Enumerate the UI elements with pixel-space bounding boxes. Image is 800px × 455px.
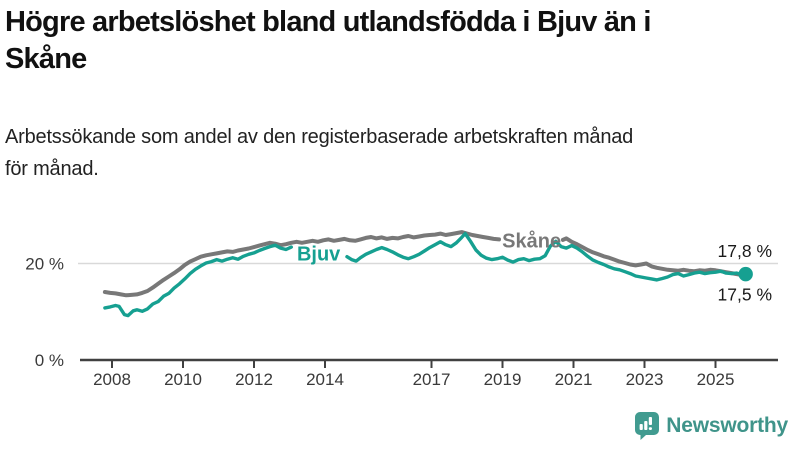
bar-chart-speech-bubble-icon [635, 412, 660, 440]
chart-subtitle-line1: Arbetssökande som andel av den registerb… [5, 126, 634, 148]
x-tick-label-2023: 2023 [626, 370, 664, 389]
x-tick-label-2008: 2008 [93, 370, 131, 389]
series-label-skåne: Skåne [502, 229, 561, 252]
newsworthy-logo: Newsworthy [635, 410, 788, 442]
x-tick-label-2012: 2012 [235, 370, 273, 389]
x-tick-label-2021: 2021 [555, 370, 593, 389]
x-tick-label-2010: 2010 [164, 370, 202, 389]
chart-subtitle-line2: för månad. [5, 158, 99, 180]
end-value-label-bjuv: 17,8 % [718, 241, 772, 261]
y-tick-label-20: 20 % [25, 255, 64, 274]
page-title: Högre arbetslöshet bland utlandsfödda i … [5, 4, 793, 78]
series-end-dot-bjuv [738, 266, 753, 282]
series-label-bjuv: Bjuv [297, 243, 341, 265]
series-line-skåne-0 [102, 230, 501, 298]
newsworthy-logo-text: Newsworthy [666, 414, 788, 437]
x-tick-label-2017: 2017 [413, 370, 451, 389]
x-tick-label-2014: 2014 [306, 370, 344, 389]
chart-subtitle: Arbetssökande som andel av den registerb… [5, 121, 793, 185]
x-tick-label-2019: 2019 [484, 370, 522, 389]
page-title-line1: Högre arbetslöshet bland utlandsfödda i … [5, 6, 651, 38]
x-tick-label-2025: 2025 [697, 370, 735, 389]
end-value-label-skåne: 17,5 % [718, 285, 772, 305]
page-title-line2: Skåne [5, 43, 87, 75]
series-line-bjuv-0 [103, 243, 293, 318]
series-line-bjuv-1 [345, 231, 748, 282]
y-tick-label-0: 0 % [35, 351, 64, 370]
